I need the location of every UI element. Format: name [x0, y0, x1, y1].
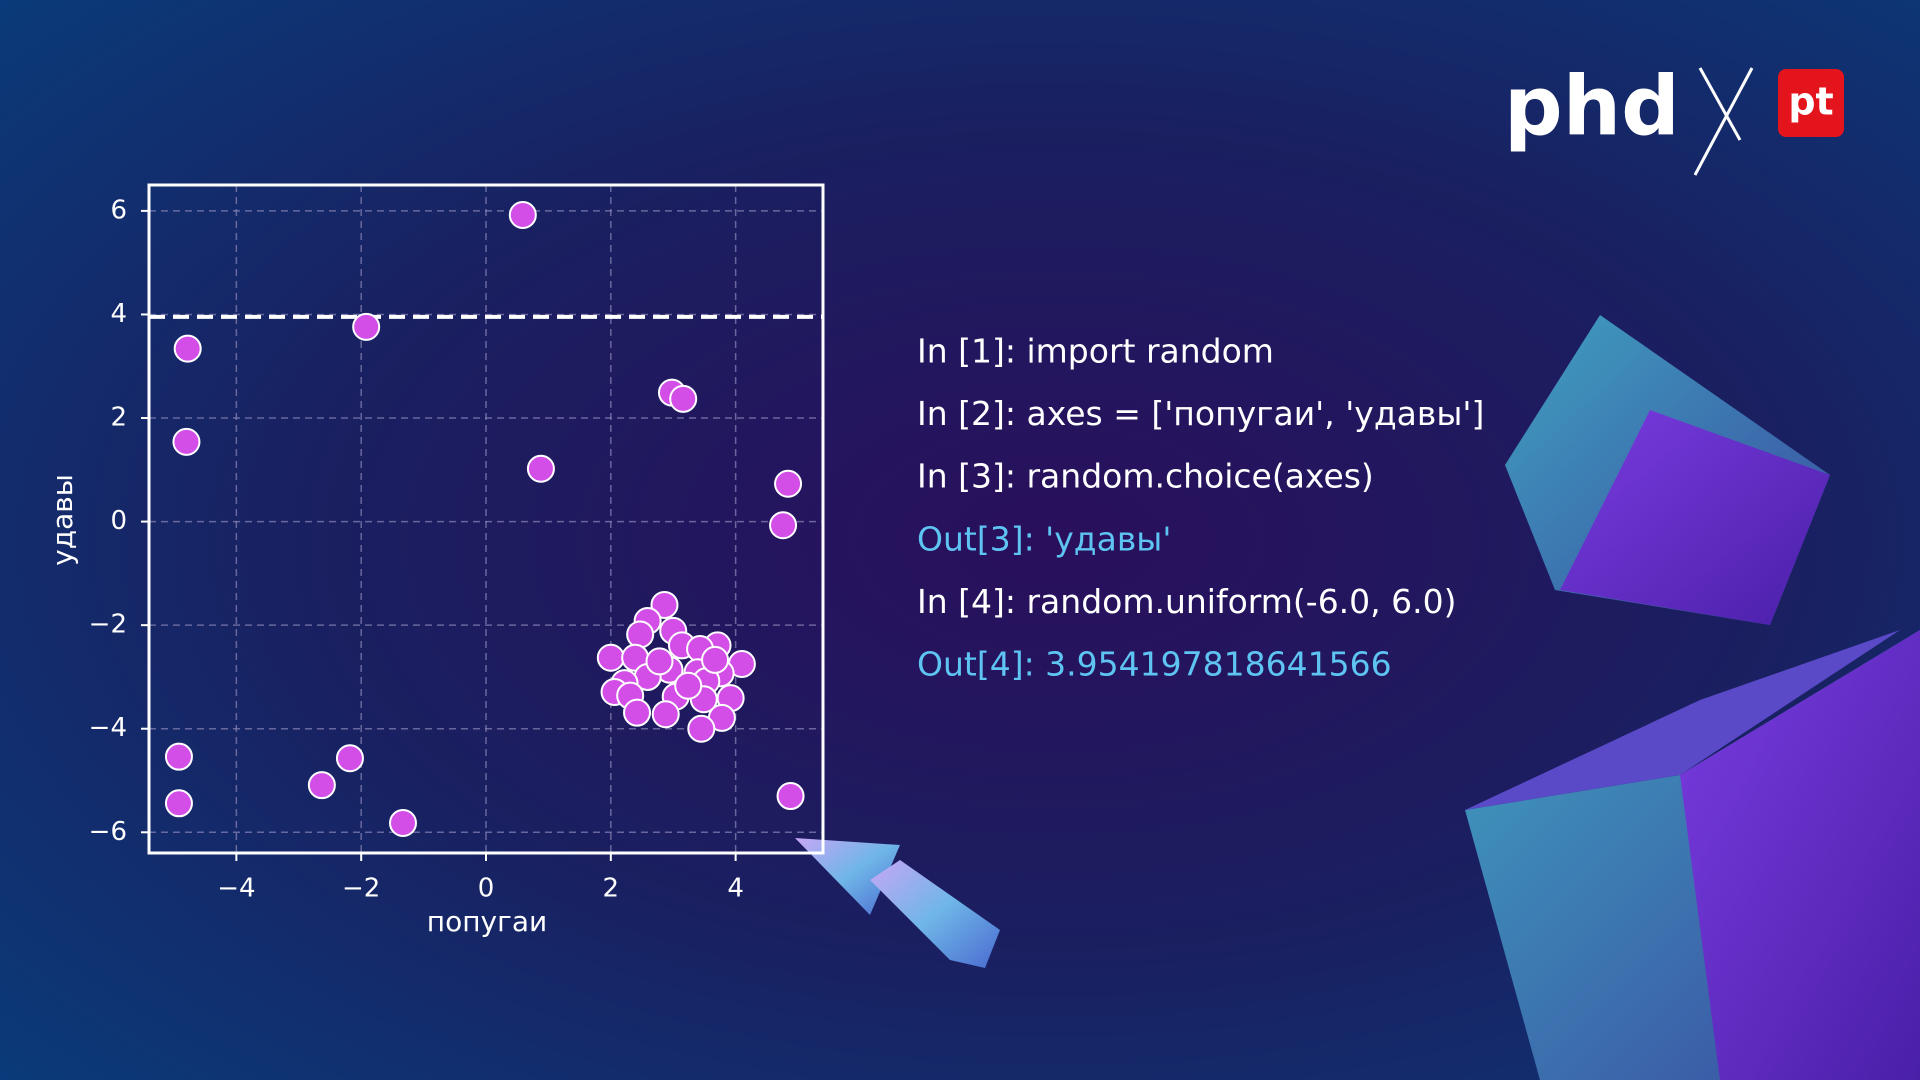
- code-line: In [2]: axes = ['попугаи', 'удавы']: [917, 394, 1484, 433]
- x-tick-label: 4: [727, 874, 744, 904]
- logo-pt: pt: [1788, 80, 1833, 124]
- point: [776, 782, 805, 811]
- point: [769, 511, 798, 540]
- logo-x: [1693, 67, 1754, 176]
- y-tick-label: 6: [110, 195, 127, 225]
- cursor: [795, 838, 1000, 968]
- point: [650, 590, 679, 619]
- point: [701, 645, 730, 674]
- point: [596, 643, 625, 672]
- point: [526, 454, 555, 483]
- x-tick-label: −2: [342, 874, 380, 904]
- y-tick-label: 0: [110, 506, 127, 536]
- logo-phd: phd: [1504, 59, 1680, 154]
- point: [774, 469, 803, 498]
- code-line: In [4]: random.uniform(-6.0, 6.0): [917, 582, 1457, 621]
- y-tick-label: 4: [110, 299, 127, 329]
- point: [307, 771, 336, 800]
- point: [335, 744, 364, 773]
- point: [645, 647, 674, 676]
- y-tick-label: −2: [89, 610, 127, 640]
- y-tick-label: −4: [89, 713, 127, 743]
- point: [164, 742, 193, 771]
- point: [352, 312, 381, 341]
- point: [669, 384, 698, 413]
- point: [164, 789, 193, 818]
- code-line: Out[4]: 3.954197818641566: [917, 645, 1392, 684]
- point: [508, 201, 537, 230]
- y-axis-label: удавы: [46, 474, 79, 566]
- axes-frame: [147, 183, 825, 855]
- point: [388, 808, 417, 837]
- logo: phd pt: [1504, 59, 1844, 176]
- y-tick-label: −6: [89, 817, 127, 847]
- point: [623, 698, 652, 727]
- code-line: In [3]: random.choice(axes): [917, 457, 1374, 496]
- point: [172, 427, 201, 456]
- x-tick-label: 2: [603, 874, 620, 904]
- point: [651, 700, 680, 729]
- point: [626, 620, 655, 649]
- cube-top: [1505, 315, 1830, 625]
- y-tick-label: 2: [110, 403, 127, 433]
- x-tick-label: −4: [217, 874, 255, 904]
- code-line: In [1]: import random: [917, 332, 1274, 371]
- x-tick-label: 0: [478, 874, 495, 904]
- logo-x: [1698, 67, 1742, 141]
- logo-box: [1778, 69, 1844, 137]
- code-line: Out[3]: 'удавы': [917, 519, 1171, 558]
- point: [687, 714, 716, 743]
- cube-bottom: [1465, 630, 1920, 1080]
- x-axis-label: попугаи: [427, 905, 547, 938]
- point: [674, 671, 703, 700]
- point: [173, 334, 202, 363]
